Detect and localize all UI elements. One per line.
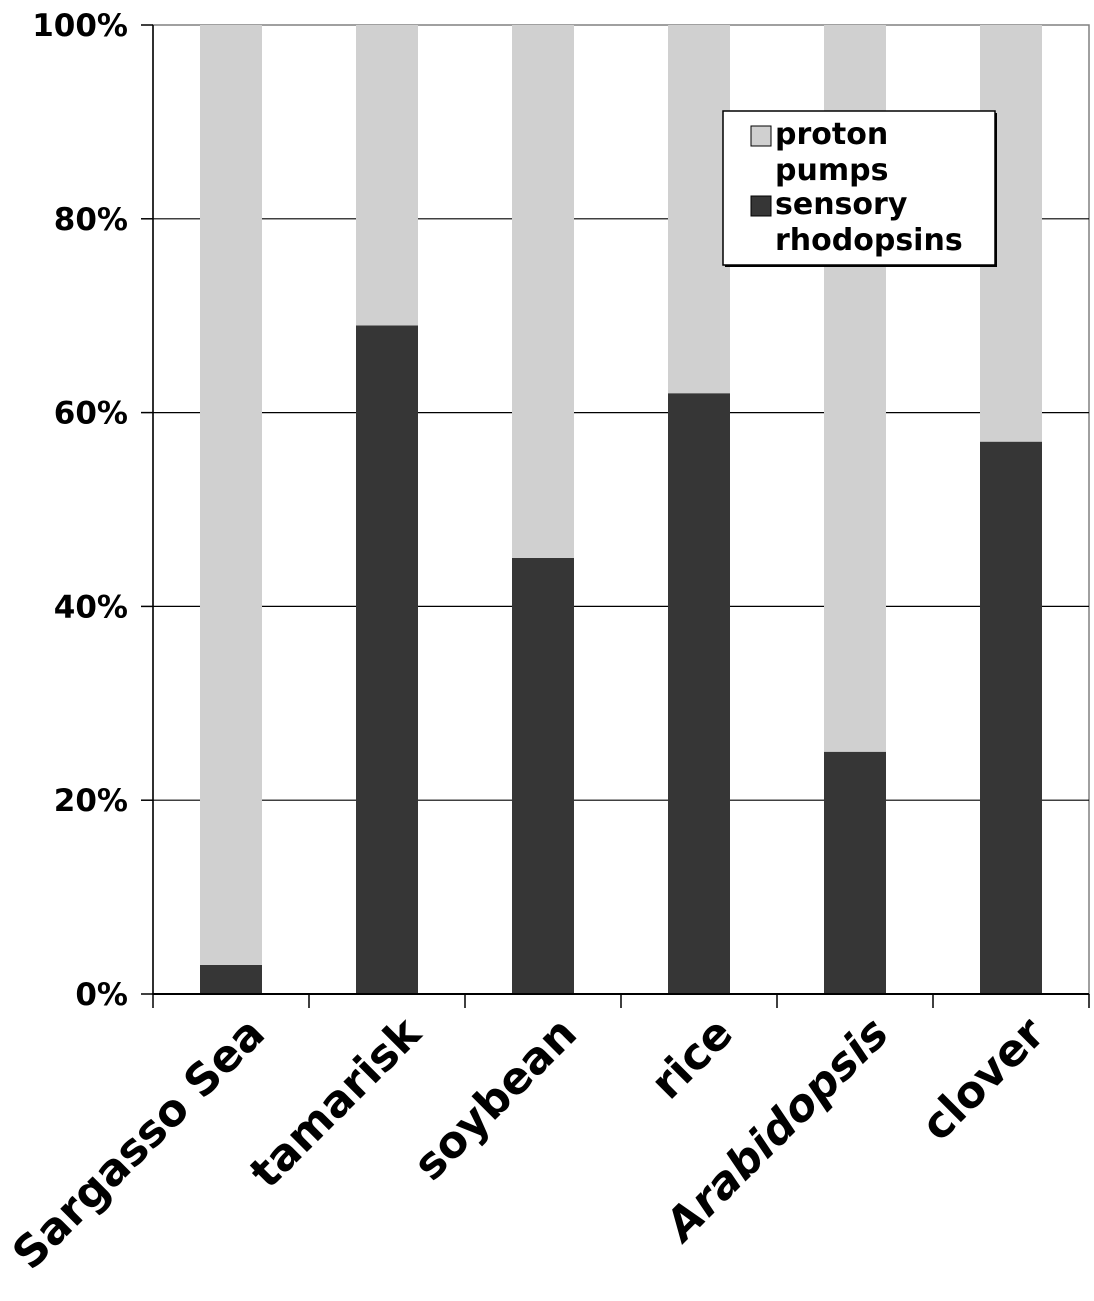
y-tick-label: 60% [54, 396, 128, 432]
bar-sensory-rhodopsins [980, 441, 1042, 994]
y-tick-labels: 0% 20% 40% 60% 80% 100% [32, 8, 128, 1013]
y-tick-label: 80% [54, 202, 128, 238]
bar-sensory-rhodopsins [668, 393, 730, 995]
x-tick-label: soybean [404, 1008, 587, 1191]
axes [141, 24, 1090, 1008]
bar-proton-pumps [200, 25, 262, 965]
x-tick-label: tamarisk [240, 1006, 432, 1198]
bar-sensory-rhodopsins [200, 964, 262, 994]
x-tick-label: rice [641, 1008, 743, 1110]
y-tick-label: 100% [32, 8, 128, 44]
x-tick-label: clover [912, 1008, 1055, 1151]
bar-sensory-rhodopsins [512, 557, 574, 994]
legend-swatch [750, 195, 772, 217]
legend-label: sensory [775, 187, 908, 222]
legend-swatch [750, 125, 772, 147]
x-tick-label: Sargasso Sea [3, 1008, 275, 1280]
bar-proton-pumps [668, 25, 730, 394]
legend-label: pumps [775, 153, 888, 188]
bar-proton-pumps [356, 25, 418, 326]
y-tick-label: 40% [54, 589, 128, 625]
legend-label: rhodopsins [775, 223, 963, 258]
y-tick-label: 20% [54, 783, 128, 819]
bar-proton-pumps [512, 25, 574, 558]
bar-sensory-rhodopsins [356, 325, 418, 994]
legend-label: proton [775, 117, 888, 152]
y-tick-label: 0% [75, 977, 128, 1013]
bar-sensory-rhodopsins [824, 751, 886, 994]
